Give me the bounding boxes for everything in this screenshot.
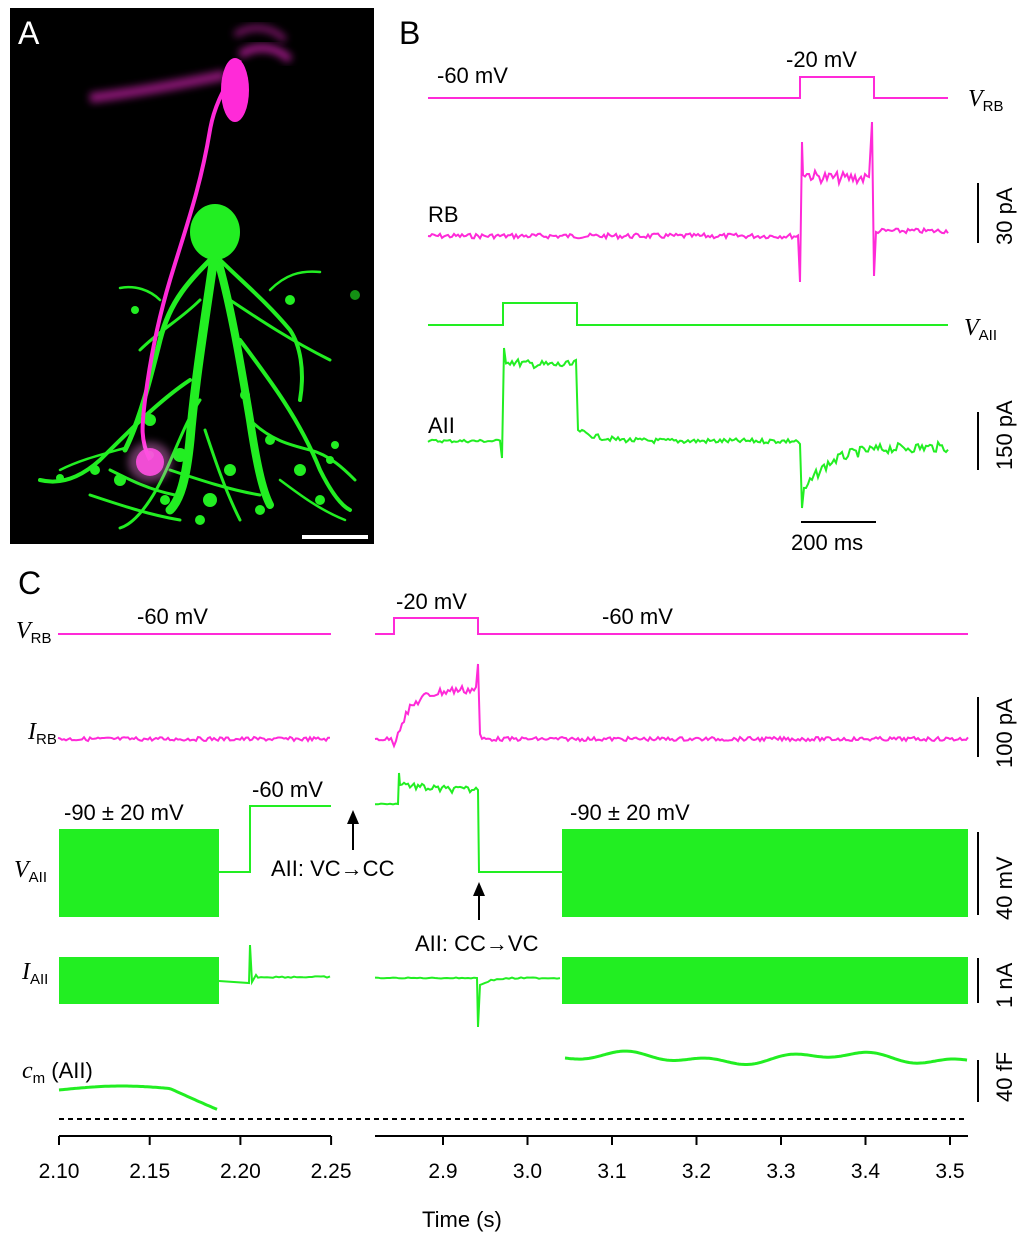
b-rb-current-trace bbox=[427, 121, 949, 283]
c-i-rb-scale-label: 100 pA bbox=[992, 698, 1017, 768]
c-v-rb-trace-right bbox=[375, 617, 968, 635]
b-v-rb-hold-label: -60 mV bbox=[437, 63, 508, 88]
b-aii-scale-label: 150 pA bbox=[992, 400, 1017, 470]
x-tick-label: 2.15 bbox=[129, 1160, 170, 1183]
c-v-aii-sine-right-label: -90 ± 20 mV bbox=[570, 800, 690, 825]
c-switch-cc-vc-label: AII: CC→VC bbox=[415, 931, 539, 956]
micrograph-image bbox=[38, 25, 368, 539]
x-tick-label: 3.3 bbox=[766, 1160, 795, 1183]
x-tick-label: 2.9 bbox=[428, 1160, 457, 1183]
c-i-aii-sine-block-right bbox=[562, 957, 968, 1004]
c-v-rb-hold-left: -60 mV bbox=[137, 604, 208, 629]
panel-c: C VRB -60 mV -20 mV -60 mV IRB 100 pA VA… bbox=[14, 565, 1017, 1232]
panel-a: A bbox=[10, 8, 374, 544]
b-v-rb-step-label: -20 mV bbox=[786, 47, 857, 72]
c-i-rb-trace-left bbox=[57, 735, 330, 743]
c-cm-trace-left bbox=[58, 1084, 218, 1111]
aii-varicosities bbox=[56, 290, 360, 525]
c-i-rb-trace-right bbox=[374, 663, 969, 749]
b-v-aii-trace bbox=[428, 302, 948, 326]
x-tick-label: 3.4 bbox=[851, 1160, 881, 1183]
c-v-rb-hold-right: -60 mV bbox=[602, 604, 673, 629]
x-tick-label: 2.20 bbox=[220, 1160, 261, 1183]
c-cm-scale-label: 40 fF bbox=[992, 1052, 1017, 1102]
panel-a-letter: A bbox=[18, 15, 40, 51]
c-v-aii-axis-label: VAII bbox=[14, 857, 47, 886]
c-v-aii-cc-label: -60 mV bbox=[252, 777, 323, 802]
b-aii-current-trace bbox=[427, 347, 949, 509]
c-v-aii-cc-trace-left bbox=[219, 805, 331, 873]
x-tick-label: 3.0 bbox=[513, 1160, 542, 1183]
c-i-aii-axis-label: IAII bbox=[21, 959, 48, 988]
panel-b-letter: B bbox=[399, 15, 420, 51]
c-i-aii-scale-label: 1 nA bbox=[992, 962, 1017, 1008]
c-x-axis-title: Time (s) bbox=[422, 1207, 502, 1232]
b-v-rb-axis-label: VRB bbox=[968, 86, 1004, 115]
c-x-axis-left: 2.10 2.15 2.20 2.25 bbox=[39, 1135, 352, 1183]
aii-dendrites bbox=[38, 245, 357, 530]
x-tick-label: 3.1 bbox=[597, 1160, 626, 1183]
c-i-aii-trace-right bbox=[374, 976, 561, 1028]
rod-bipolar-cell bbox=[89, 25, 293, 482]
b-v-rb-trace bbox=[428, 76, 948, 99]
c-v-aii-sine-block-left bbox=[59, 829, 219, 917]
b-rb-label: RB bbox=[428, 202, 459, 227]
c-cm-axis-label: cm (AII) bbox=[22, 1058, 93, 1087]
panel-b: B -60 mV -20 mV VRB RB 30 pA VAII AII 15… bbox=[399, 15, 1017, 555]
x-tick-label: 2.10 bbox=[39, 1160, 80, 1183]
vc-cc-arrow-icon bbox=[347, 810, 359, 850]
x-tick-label: 3.5 bbox=[935, 1160, 964, 1183]
c-cm-trace-right bbox=[564, 1049, 968, 1066]
b-time-scale-label: 200 ms bbox=[791, 530, 863, 555]
c-v-rb-step: -20 mV bbox=[396, 589, 467, 614]
c-i-aii-sine-block-left bbox=[59, 957, 219, 1004]
c-i-rb-axis-label: IRB bbox=[27, 719, 57, 748]
c-v-aii-sine-block-right bbox=[562, 829, 968, 917]
c-v-aii-scale-label: 40 mV bbox=[992, 856, 1017, 920]
cc-vc-arrow-icon bbox=[473, 882, 485, 920]
c-v-aii-cc-trace-right bbox=[375, 772, 562, 873]
c-v-aii-sine-left-label: -90 ± 20 mV bbox=[64, 800, 184, 825]
b-v-aii-axis-label: VAII bbox=[964, 315, 997, 344]
c-i-aii-trace-left bbox=[218, 944, 331, 986]
c-x-axis-right: 2.9 3.0 3.1 3.2 3.3 3.4 3.5 bbox=[375, 1135, 968, 1183]
b-aii-label: AII bbox=[428, 413, 455, 438]
x-tick-label: 3.2 bbox=[682, 1160, 711, 1183]
micrograph-scale-bar bbox=[302, 535, 368, 539]
aii-soma bbox=[190, 204, 240, 260]
c-v-rb-axis-label: VRB bbox=[16, 618, 52, 647]
x-tick-label: 2.25 bbox=[311, 1160, 352, 1183]
panel-c-letter: C bbox=[18, 565, 41, 601]
b-rb-scale-label: 30 pA bbox=[992, 187, 1017, 245]
c-switch-vc-cc-label: AII: VC→CC bbox=[271, 856, 395, 881]
